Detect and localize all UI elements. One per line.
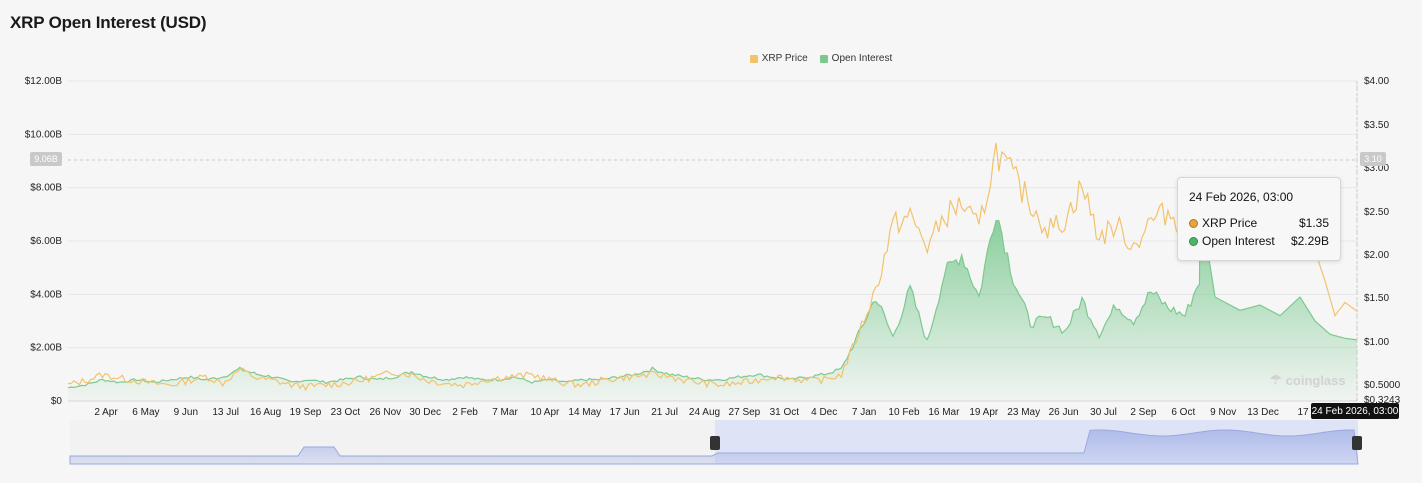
tooltip-label-price: XRP Price	[1202, 216, 1258, 230]
x-tick-label: 24 Aug	[689, 407, 720, 418]
x-tick-label: 26 Jun	[1049, 407, 1079, 418]
tooltip-row-price: XRP Price $1.35	[1189, 216, 1329, 230]
navigator-left-handle[interactable]	[710, 436, 720, 450]
y-right-tick-label: $0.3243	[1364, 395, 1401, 406]
tooltip-value-oi: $2.29B	[1290, 234, 1329, 248]
x-tick-label: 23 May	[1007, 407, 1040, 418]
y-left-tick-label: $4.00B	[30, 289, 62, 300]
x-tick-label: 9 Jun	[174, 407, 198, 418]
x-tick-label: 7 Jan	[852, 407, 876, 418]
tooltip-row-oi: Open Interest $2.29B	[1189, 234, 1329, 248]
y-left-tick-label: $6.00B	[30, 236, 62, 247]
tooltip-dot-price	[1189, 218, 1198, 228]
tooltip-value-price: $1.35	[1298, 216, 1329, 230]
x-tick-label: 19 Sep	[290, 407, 322, 418]
y-right-tick-label: $3.00	[1364, 163, 1389, 174]
x-tick-label: 23 Oct	[331, 407, 361, 418]
x-tick-label: 10 Feb	[888, 407, 920, 418]
x-tick-label: 13 Dec	[1247, 407, 1279, 418]
xrp-price-line	[67, 142, 1358, 392]
x-tick-label: 6 May	[132, 407, 159, 418]
x-tick-label: 16 Aug	[250, 407, 281, 418]
crosshair	[68, 81, 1358, 401]
navigator-right-handle[interactable]	[1352, 436, 1362, 450]
x-tick-label: 2 Apr	[94, 407, 118, 418]
x-tick-label: 2 Sep	[1130, 407, 1157, 418]
coinglass-watermark: ☂ coinglass	[1270, 372, 1346, 388]
legend-item-price[interactable]: XRP Price	[530, 53, 808, 64]
y-axis-right: $0.3243 $0.5000 $1.00 $1.50 $2.00 $2.50 $3.00 $…	[1364, 76, 1401, 406]
y-right-tick-label: $1.00	[1364, 337, 1389, 348]
y-right-tick-label: $1.50	[1364, 293, 1389, 304]
y-right-tick-label: $2.50	[1364, 207, 1389, 218]
x-axis: 2 Apr 6 May 9 Jun 13 Jul 16 Aug 19 Sep 23 Oct 2…	[94, 407, 1309, 418]
y-left-tick-label: $12.00B	[25, 76, 63, 87]
legend-label-oi: Open Interest	[831, 53, 893, 64]
x-tick-label: 9 Nov	[1210, 407, 1236, 418]
legend-swatch-oi	[819, 54, 828, 63]
legend: XRP Price Open Interest	[0, 53, 1422, 64]
x-tick-label: 21 Jul	[651, 407, 678, 418]
x-tick-label: 4 Dec	[811, 407, 837, 418]
tooltip-time: 24 Feb 2026, 03:00	[1189, 190, 1294, 204]
x-tick-label: 27 Sep	[729, 407, 761, 418]
y-right-tick-label: $3.50	[1364, 120, 1389, 131]
y-axis-left: $0 $2.00B $4.00B $6.00B $8.00B $10.00B $12.00B	[25, 76, 63, 407]
x-tick-label: 19 Apr	[969, 407, 999, 418]
x-tick-label: 6 Oct	[1171, 407, 1195, 418]
series-layer	[67, 142, 1358, 401]
y-right-tick-label: $2.00	[1364, 250, 1389, 261]
legend-item-oi[interactable]: Open Interest	[819, 53, 893, 64]
y-left-tick-label: $2.00B	[30, 343, 62, 354]
x-tick-label: 7 Mar	[492, 407, 518, 418]
x-tick-label: 10 Apr	[530, 407, 560, 418]
x-tick-label: 13 Jul	[212, 407, 239, 418]
x-tick-label: 30 Jul	[1090, 407, 1117, 418]
x-tick-label: 17 Jun	[610, 407, 640, 418]
y-left-tick-label: $0	[51, 396, 63, 407]
open-interest-line	[67, 200, 1358, 389]
tooltip: 24 Feb 2026, 03:00 XRP Price $1.35 Open …	[1177, 177, 1341, 261]
tooltip-dot-oi	[1189, 236, 1198, 246]
x-tick-label: 14 May	[568, 407, 601, 418]
legend-label-price: XRP Price	[761, 53, 808, 64]
open-interest-area	[68, 201, 1357, 401]
crosshair-x-badge: 24 Feb 2026, 03:00	[1311, 403, 1399, 419]
crosshair-left-badge: 9.06B	[30, 152, 62, 166]
coinglass-logo-icon: ☂	[1270, 372, 1282, 387]
x-tick-label: 30 Dec	[409, 407, 441, 418]
x-tick-label: 26 Nov	[369, 407, 401, 418]
navigator-series	[69, 429, 1359, 465]
range-navigator	[69, 420, 1362, 465]
legend-swatch-price	[749, 54, 758, 63]
x-tick-label: 16 Mar	[928, 407, 960, 418]
y-right-tick-label: $0.5000	[1364, 380, 1401, 391]
watermark-text: coinglass	[1285, 372, 1346, 388]
tooltip-label-oi: Open Interest	[1202, 234, 1275, 248]
y-left-tick-label: $8.00B	[30, 183, 62, 194]
y-right-tick-label: $4.00	[1364, 76, 1389, 87]
crosshair-right-badge: 3.10	[1360, 152, 1386, 166]
y-left-tick-label: $10.00B	[25, 129, 63, 140]
page-title: XRP Open Interest (USD)	[10, 13, 207, 32]
x-tick-label: 2 Feb	[452, 407, 478, 418]
x-tick-label: 17	[1297, 407, 1309, 418]
x-tick-label: 31 Oct	[770, 407, 800, 418]
